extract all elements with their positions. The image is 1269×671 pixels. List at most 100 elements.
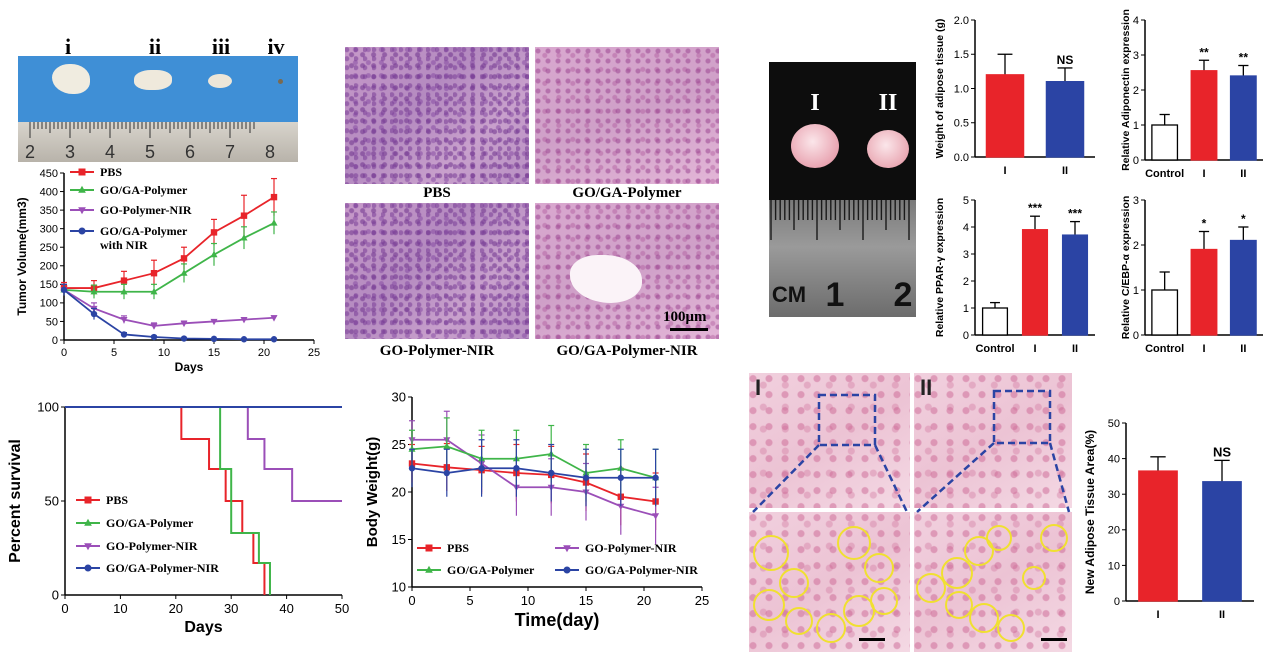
tumor-label-iii: iii	[212, 34, 230, 59]
tumor-label-iv: iv	[267, 34, 284, 59]
data-point	[180, 320, 188, 328]
legend-marker	[78, 227, 86, 235]
data-point	[443, 469, 450, 477]
y-tick-label: 200	[40, 261, 58, 273]
x-tick-label: 0	[61, 347, 67, 359]
data-point	[443, 442, 451, 449]
histology-go-ga-polymer	[535, 47, 719, 184]
ruler-ticks	[29, 122, 255, 138]
legend-marker	[563, 566, 571, 574]
x-axis-label: Days	[175, 360, 204, 374]
y-tick-label: 1.5	[954, 49, 969, 61]
x-tick-label: 20	[258, 347, 270, 359]
legend-marker	[425, 565, 433, 573]
data-point	[270, 336, 278, 343]
series-2	[65, 406, 342, 502]
series-line	[63, 222, 275, 293]
y-tick-label: 0	[1133, 155, 1139, 167]
legend-label: GO-Polymer-NIR	[100, 203, 192, 217]
stain-scale-bar	[1041, 638, 1067, 641]
data-point	[180, 269, 188, 276]
scale-bar-label: 100μm	[663, 309, 707, 325]
series-1	[65, 406, 271, 595]
legend-marker	[78, 185, 86, 193]
caption-go-polymer-nir: GO-Polymer-NIR	[379, 343, 495, 359]
caption-go-ga-polymer: GO/GA-Polymer	[572, 185, 682, 201]
data-point	[120, 277, 128, 284]
y-tick-label: 40	[1108, 453, 1120, 465]
x-tick-label: I	[1156, 609, 1159, 621]
zoom-box-ii	[992, 389, 1052, 445]
caption-go-ga-polymer-nir: GO/GA-Polymer-NIR	[556, 343, 698, 359]
series-line	[411, 445, 656, 479]
data-point	[60, 286, 68, 294]
ppar-chart: 0 1 2 3 4 5 Control I *** II *** Relative PPAR-γ ex…	[934, 195, 1095, 355]
cebp-chart: 0 1 2 3 Control I * II * Relative C/EBP-α express…	[1120, 195, 1263, 355]
x-tick-label: I	[1202, 343, 1205, 355]
stain-label-i: I	[755, 375, 762, 400]
data-point	[120, 287, 128, 295]
significance-label: NS	[1213, 444, 1231, 459]
bar-control	[981, 307, 1009, 336]
x-tick-label: II	[1219, 609, 1225, 621]
y-tick-label: 1	[1133, 120, 1139, 132]
x-tick-label: 5	[111, 347, 117, 359]
y-tick-label: 2	[1133, 85, 1139, 97]
bar-ii	[1202, 481, 1242, 602]
data-point	[408, 445, 416, 452]
y-tick-label: 3	[963, 249, 969, 261]
data-point	[270, 193, 278, 201]
adipose-photo: I II CM 1 2	[769, 62, 916, 317]
bar-ii	[1229, 75, 1257, 161]
y-tick-label: 4	[963, 222, 969, 234]
data-point	[180, 255, 188, 262]
adipose-stain-i-low: I	[749, 373, 910, 508]
y-tick-label: 0	[52, 588, 59, 603]
zoom-line	[916, 442, 995, 513]
legend-label: GO-Polymer-NIR	[585, 541, 677, 555]
x-tick-label: Control	[1145, 343, 1184, 355]
y-tick-label: 50	[45, 494, 59, 509]
y-tick-label: 30	[392, 390, 406, 405]
x-axis-label: Days	[184, 619, 222, 636]
data-point	[652, 513, 660, 520]
ruler-number: 4	[105, 142, 115, 162]
data-point	[513, 465, 520, 472]
body-weight-chart: 0 5 10 15 20 25 10 15 20 25 30 Time(day) Body Weight…	[364, 390, 709, 630]
series-0	[65, 406, 266, 595]
y-tick-label: 0	[1133, 330, 1139, 342]
tumor-ii	[134, 70, 172, 90]
data-point	[617, 503, 625, 511]
data-point	[270, 219, 278, 226]
y-tick-label: 4	[1133, 15, 1139, 27]
significance-label: **	[1199, 45, 1209, 59]
significance-label: ***	[1068, 207, 1082, 221]
x-tick-label: 5	[466, 593, 473, 608]
caption-pbs: PBS	[423, 185, 451, 201]
tumor-volume-chart: 0 5 10 15 20 25050100150200250300350400450Day…	[15, 165, 320, 374]
data-point	[150, 287, 158, 295]
x-tick-label: 25	[308, 347, 320, 359]
tumor-iii	[208, 74, 232, 88]
survival-chart: 0 10 20 30 40 50 0 50 100 Days Percent survival PBS…	[7, 400, 349, 636]
x-tick-label: 0	[408, 593, 415, 608]
ruler-number-2: 2	[894, 276, 913, 314]
legend-label: GO/GA-Polymer	[447, 563, 535, 577]
tumor-label-ii: ii	[149, 34, 161, 59]
y-tick-label: 100	[37, 400, 59, 415]
x-tick-label: 50	[335, 601, 349, 616]
legend-label: PBS	[106, 493, 128, 507]
x-tick-label: 10	[521, 593, 535, 608]
legend-label: PBS	[447, 541, 469, 555]
x-tick-label: 20	[637, 593, 651, 608]
x-tick-label: 20	[169, 601, 183, 616]
tumor-iv	[278, 79, 283, 84]
x-tick-label: Control	[1145, 168, 1184, 180]
y-tick-label: 2	[1133, 240, 1139, 252]
adipose-stain-overlay	[752, 389, 1071, 643]
series-line	[411, 462, 656, 503]
legend-marker	[84, 518, 92, 526]
x-tick-label: I	[1202, 168, 1205, 180]
legend-marker	[84, 543, 92, 551]
